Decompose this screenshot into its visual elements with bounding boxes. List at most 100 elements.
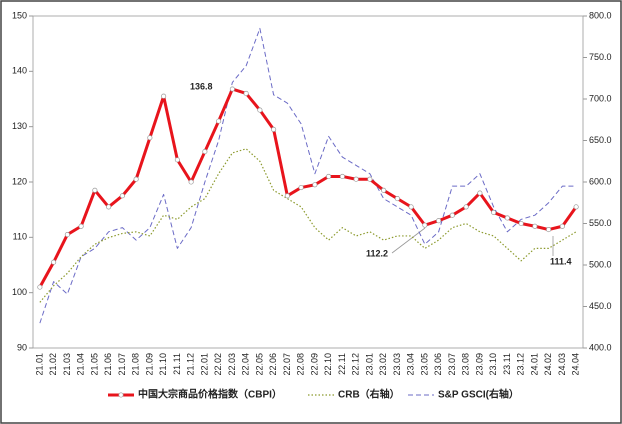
point — [367, 176, 373, 182]
x-tick-label: 22.11 — [337, 353, 347, 375]
x-tick-label: 21.09 — [144, 353, 154, 376]
point — [559, 223, 565, 229]
legend-label: S&P GSCI(右轴） — [438, 388, 519, 401]
series-line — [39, 148, 577, 303]
annotation: 136.8 — [190, 81, 213, 91]
x-tick-label: 24.03 — [557, 353, 567, 376]
point — [436, 218, 442, 224]
point — [449, 212, 455, 218]
point — [119, 193, 125, 199]
x-tick-label: 21.07 — [117, 353, 127, 376]
y-tick-label: 110 — [13, 232, 27, 242]
annotation: 112.2 — [366, 248, 388, 258]
point — [504, 215, 510, 221]
point — [353, 176, 359, 182]
x-tick-label: 22.02 — [213, 353, 223, 376]
x-tick-label: 21.11 — [172, 353, 182, 375]
point — [202, 149, 208, 155]
x-tick-label: 22.01 — [199, 353, 209, 376]
x-tick-label: 22.12 — [351, 353, 361, 376]
x-tick-label: 21.01 — [34, 353, 44, 376]
x-tick-label: 22.04 — [241, 353, 251, 376]
point — [216, 118, 222, 124]
point — [477, 190, 483, 196]
legend: 中国大宗商品价格指数（CBPI） CRB（右轴） S&P GSCI(右轴） — [108, 388, 519, 401]
legend-label: CRB（右轴） — [338, 388, 400, 401]
y-tick-label: 90 — [17, 342, 27, 352]
point — [518, 220, 524, 227]
x-tick-label: 22.07 — [282, 353, 292, 376]
point — [326, 173, 332, 180]
x-tick-label: 21.06 — [103, 353, 113, 376]
x-tick-label: 23.04 — [406, 353, 416, 376]
series-line — [39, 27, 577, 324]
y2-tick-label: 450.0 — [589, 301, 612, 311]
point — [408, 204, 414, 210]
x-tick-label: 23.02 — [378, 353, 388, 376]
point — [546, 227, 552, 233]
y2-tick-label: 500.0 — [589, 259, 612, 269]
annotation: 111.4 — [550, 256, 572, 266]
point — [284, 193, 290, 199]
x-tick-label: 23.03 — [392, 353, 402, 376]
y-tick-label: 150 — [12, 10, 27, 20]
x-tick-label: 22.10 — [323, 353, 333, 376]
x-tick-label: 22.03 — [227, 353, 237, 376]
x-tick-label: 23.09 — [474, 353, 484, 376]
x-tick-label: 21.02 — [48, 353, 58, 376]
y-tick-label: 130 — [12, 121, 27, 131]
x-tick-label: 23.06 — [433, 353, 443, 376]
x-tick-label: 23.01 — [364, 353, 374, 376]
y2-tick-label: 750.0 — [589, 52, 612, 62]
x-tick-label: 22.08 — [296, 353, 306, 376]
point — [532, 223, 538, 229]
point — [422, 222, 428, 228]
point — [312, 182, 318, 188]
point — [106, 204, 112, 210]
point — [339, 173, 345, 180]
x-tick-label: 21.10 — [158, 353, 168, 376]
point — [381, 187, 387, 193]
y-tick-label: 100 — [12, 287, 27, 297]
y2-tick-label: 600.0 — [589, 176, 612, 186]
legend-marker — [118, 392, 124, 398]
y-tick-label: 140 — [12, 66, 27, 76]
x-tick-label: 22.09 — [309, 353, 319, 376]
x-tick-label: 23.08 — [461, 353, 471, 376]
x-tick-label: 23.12 — [516, 353, 526, 376]
y-tick-label: 120 — [12, 176, 27, 186]
x-tick-label: 22.06 — [268, 353, 278, 376]
x-tick-label: 21.04 — [76, 353, 86, 376]
x-tick-label: 24.01 — [529, 353, 539, 376]
x-tick-label: 21.05 — [89, 353, 99, 376]
point — [394, 196, 400, 202]
point — [243, 90, 249, 97]
point — [491, 209, 497, 215]
x-tick-label: 23.10 — [488, 353, 498, 376]
series-line — [38, 87, 578, 288]
point — [463, 204, 469, 210]
x-tick-label: 21.03 — [62, 353, 72, 376]
point — [133, 176, 139, 182]
x-tick-label: 23.11 — [502, 353, 512, 375]
y2-tick-label: 400.0 — [589, 342, 612, 352]
point — [147, 135, 153, 141]
point — [51, 259, 57, 265]
x-tick-label: 24.02 — [543, 353, 553, 376]
point — [271, 126, 277, 132]
point — [161, 93, 167, 99]
x-tick-label: 23.07 — [447, 353, 457, 376]
x-tick-label: 21.08 — [131, 353, 141, 376]
y2-tick-label: 650.0 — [589, 135, 612, 145]
point — [37, 284, 43, 290]
x-tick-label: 21.12 — [186, 353, 196, 376]
legend-label: 中国大宗商品价格指数（CBPI） — [138, 388, 282, 401]
point — [64, 232, 70, 238]
point — [298, 184, 304, 191]
y2-tick-label: 700.0 — [589, 93, 612, 103]
point — [573, 204, 579, 210]
point — [78, 223, 84, 229]
point — [229, 86, 235, 92]
